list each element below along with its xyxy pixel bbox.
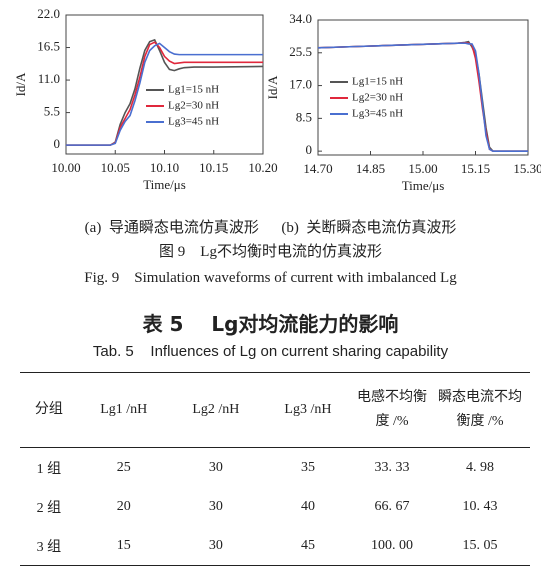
- figure-caption-cn: 图 9 Lg不均衡时电流的仿真波形: [159, 244, 382, 260]
- table-cell: 33. 33: [374, 459, 410, 475]
- plot-frame: [65, 14, 264, 155]
- table-row: 3 组 15 30 45 100. 00 15. 05: [20, 526, 530, 566]
- y-tick-label: 22.0: [37, 6, 60, 21]
- series-line: [317, 42, 528, 152]
- x-tick-label: 10.05: [101, 160, 130, 175]
- table-cell: 45: [300, 537, 315, 553]
- y-tick-label: 17.0: [289, 77, 312, 92]
- legend-label: Lg2=30 nH: [168, 100, 219, 112]
- y-tick-label: 34.0: [289, 11, 312, 26]
- table-cell: 66. 67: [374, 498, 410, 514]
- table-cell: 30: [208, 459, 223, 475]
- table-cell: 1 组: [36, 461, 62, 477]
- x-tick-label: 14.70: [303, 161, 332, 176]
- table-cell: 40: [300, 498, 315, 514]
- sub-captions: (a) 导通瞬态电流仿真波形 (b) 关断瞬态电流仿真波形: [0, 216, 541, 237]
- series-line: [66, 42, 263, 146]
- legend-label: Lg2=30 nH: [352, 92, 403, 104]
- header-cell: Lg1 /nH: [77, 372, 170, 448]
- x-axis-label: Time/μs: [402, 178, 445, 193]
- table-cell: 3 组: [36, 539, 62, 555]
- table-cell: 4. 98: [466, 459, 494, 475]
- table-title-cn: 表 5 Lg对均流能力的影响: [142, 312, 399, 336]
- table: 分组 Lg1 /nH Lg2 /nH Lg3 /nH 电感不均衡度 /% 瞬态电流不均衡度…: [20, 372, 530, 566]
- x-tick-label: 15.00: [408, 161, 437, 176]
- x-tick-label: 15.30: [513, 161, 541, 176]
- header-cell: 瞬态电流不均衡度 /%: [430, 372, 530, 448]
- y-tick-label: 5.5: [44, 104, 60, 119]
- table-cell: 10. 43: [462, 498, 498, 514]
- x-tick-label: 15.15: [461, 161, 490, 176]
- table-cell: 25: [116, 459, 131, 475]
- series-line: [317, 40, 528, 152]
- y-tick-label: 0: [54, 136, 61, 151]
- legend-label: Lg3=45 nH: [168, 116, 219, 128]
- y-axis-label: Id/A: [13, 72, 28, 96]
- table-row: 2 组 20 30 40 66. 67 10. 43: [20, 487, 530, 526]
- x-tick-label: 10.10: [150, 160, 179, 175]
- table-cell: 30: [208, 537, 223, 553]
- sub-caption: (b) 关断瞬态电流仿真波形: [281, 220, 457, 236]
- y-tick-label: 8.5: [296, 109, 312, 124]
- x-tick-label: 10.00: [51, 160, 80, 175]
- series-line: [66, 41, 263, 146]
- y-tick-label: 16.5: [37, 39, 60, 54]
- table-cell: 100. 00: [371, 537, 413, 553]
- legend-label: Lg3=45 nH: [352, 108, 403, 120]
- legend-label: Lg1=15 nH: [168, 84, 219, 96]
- series-line: [317, 41, 528, 152]
- table-cell: 30: [208, 498, 223, 514]
- table-cell: 15: [116, 537, 131, 553]
- plot-frame: [317, 19, 529, 156]
- x-tick-label: 10.20: [248, 160, 277, 175]
- y-tick-label: 11.0: [38, 71, 60, 86]
- figure-caption-en: Fig. 9 Simulation waveforms of current w…: [84, 270, 457, 286]
- table-title-en: Tab. 5 Influences of Lg on current shari…: [92, 343, 449, 360]
- y-tick-label: 0: [306, 142, 313, 157]
- header-cell: Lg2 /nH: [169, 372, 262, 448]
- table-cell: 15. 05: [462, 537, 498, 553]
- x-tick-label: 10.15: [199, 160, 228, 175]
- figure: 0 5.5 11.0 16.5 22.0 10.00 10.05 10.10 10.15 10.2…: [13, 6, 541, 193]
- legend-label: Lg1=15 nH: [352, 76, 403, 88]
- header-cell: Lg3 /nH: [261, 372, 354, 448]
- series-line: [66, 38, 264, 146]
- y-tick-label: 25.5: [289, 44, 312, 59]
- x-axis-label: Time/μs: [143, 177, 186, 192]
- table-cell: 20: [116, 498, 131, 514]
- x-tick-label: 14.85: [356, 161, 385, 176]
- table-row: 1 组 25 30 35 33. 33 4. 98: [20, 448, 530, 488]
- y-axis-label: Id/A: [265, 75, 280, 99]
- header-cell: 分组: [20, 372, 78, 448]
- header-cell: 电感不均衡度 /%: [354, 372, 430, 448]
- table-cell: 2 组: [36, 500, 62, 516]
- table-cell: 35: [300, 459, 315, 475]
- sub-caption: (a) 导通瞬态电流仿真波形: [84, 220, 259, 236]
